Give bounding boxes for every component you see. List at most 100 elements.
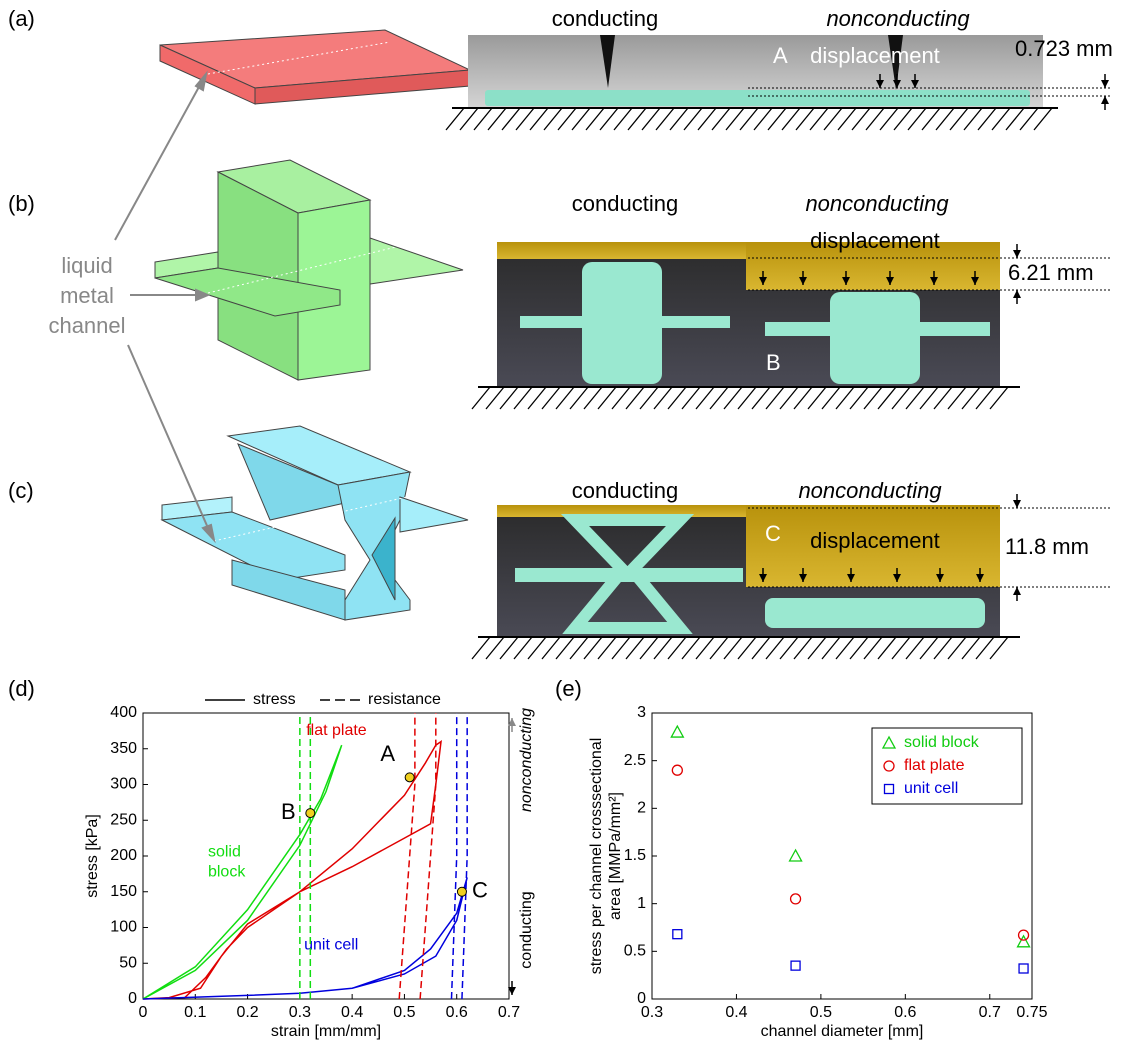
y-tick-label: 3	[637, 704, 646, 721]
arrow-head	[799, 574, 807, 582]
ground-hatch	[821, 386, 841, 410]
ground-hatch	[823, 107, 843, 131]
ground-hatch	[849, 636, 869, 660]
resistance-line	[461, 713, 468, 1000]
ground-hatch	[877, 636, 897, 660]
y-axis-label: stress [kPa]	[84, 814, 101, 898]
ground-hatch	[723, 636, 743, 660]
y-tick-label: 2	[637, 800, 646, 817]
y-tick-label: 1	[637, 895, 646, 912]
ground-hatch	[723, 386, 743, 410]
y-tick-label: 1.5	[624, 847, 646, 864]
arrow-head	[1013, 250, 1021, 258]
ground-hatch	[681, 636, 701, 660]
solid-block-model	[154, 159, 464, 381]
photo-a	[468, 35, 1043, 107]
ground-hatch	[485, 386, 505, 410]
x-tick-label: 0.4	[341, 1004, 363, 1021]
data-point	[1018, 963, 1029, 974]
y-tick-label: 0	[128, 990, 137, 1007]
flat-plate-model	[159, 29, 472, 105]
ground-hatch	[751, 386, 771, 410]
x-tick-label: 0.4	[725, 1004, 747, 1021]
ground-hatch	[753, 107, 773, 131]
ground-hatch	[599, 107, 619, 131]
arrow-head	[1013, 500, 1021, 508]
ground-hatch	[597, 636, 617, 660]
channel-arrows	[114, 70, 216, 544]
state-point-label: B	[281, 799, 296, 824]
state-side-label: nonconducting	[518, 708, 535, 812]
ground-hatch	[625, 636, 645, 660]
arrow-head	[971, 277, 979, 285]
data-point	[1016, 934, 1031, 948]
ground-hatch	[557, 107, 577, 131]
legend-label: stress	[253, 691, 296, 708]
y-tick-label: 200	[110, 847, 137, 864]
stress-line	[142, 744, 343, 1000]
x-tick-label: 0.7	[498, 1004, 520, 1021]
ground-hatch	[499, 386, 519, 410]
ground-hatch	[991, 107, 1011, 131]
data-point	[789, 893, 802, 905]
ground-hatch	[653, 386, 673, 410]
ground-hatch	[893, 107, 913, 131]
ground-hatch	[1005, 107, 1025, 131]
arrow-head	[1013, 587, 1021, 595]
y-tick-label: 400	[110, 704, 137, 721]
ground-hatch	[543, 107, 563, 131]
ground-hatch	[739, 107, 759, 131]
legend-label: solid block	[904, 734, 980, 751]
ground-hatch	[863, 386, 883, 410]
ground-hatch	[905, 636, 925, 660]
ground-hatch	[977, 107, 997, 131]
ground-hatch	[919, 636, 939, 660]
x-tick-label: 0.5	[810, 1004, 832, 1021]
ground-hatch	[961, 636, 981, 660]
ground-hatch	[851, 107, 871, 131]
ground-hatch	[667, 636, 687, 660]
ground-hatch	[541, 636, 561, 660]
ground-hatch	[821, 636, 841, 660]
ground-hatch	[499, 636, 519, 660]
ground-hatch	[569, 636, 589, 660]
ground-hatch	[709, 636, 729, 660]
ground-hatch	[947, 636, 967, 660]
ground-hatch	[471, 636, 491, 660]
ground-hatch	[1019, 107, 1039, 131]
ground-hatch	[975, 386, 995, 410]
y-tick-label: 300	[110, 776, 137, 793]
ground-hatch	[725, 107, 745, 131]
displacement-label: displacement	[810, 228, 940, 253]
ground-hatch	[793, 636, 813, 660]
legend-marker	[881, 735, 897, 749]
arrow-head	[1101, 80, 1109, 88]
ground-hatch	[737, 636, 757, 660]
arrow-head	[976, 574, 984, 582]
photo-c	[497, 505, 1000, 638]
state-label: conducting	[552, 6, 658, 31]
panel-label: (d)	[8, 676, 35, 701]
ground-hatch	[695, 386, 715, 410]
ground-hatch	[555, 636, 575, 660]
y-tick-label: 0	[637, 990, 646, 1007]
ground-hatch	[865, 107, 885, 131]
ground-hatch	[779, 386, 799, 410]
y-axis-label: stress per channel crosssectional	[588, 738, 605, 975]
ground-hatch	[835, 386, 855, 410]
ground-hatch	[611, 636, 631, 660]
ground-hatch	[989, 386, 1009, 410]
stress-line	[142, 740, 442, 1000]
state-label: conducting	[572, 191, 678, 216]
ground-hatch	[907, 107, 927, 131]
x-tick-label: 0.75	[1016, 1004, 1047, 1021]
legend-label: flat plate	[904, 757, 965, 774]
ground-hatch	[779, 636, 799, 660]
ground-hatch	[751, 636, 771, 660]
state-point	[456, 886, 467, 897]
displacement-label: displacement	[810, 528, 940, 553]
arrow-head	[799, 277, 807, 285]
legend-box	[871, 727, 1023, 805]
ground-hatch	[963, 107, 983, 131]
x-tick-label: 0.7	[979, 1004, 1001, 1021]
